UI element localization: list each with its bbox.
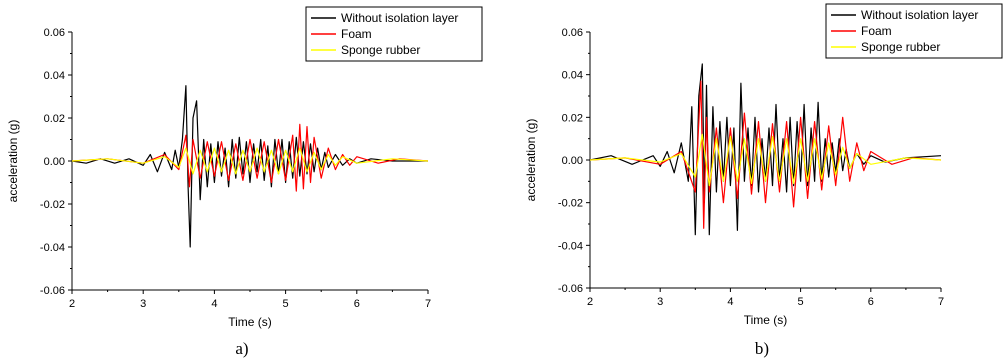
y-tick-label: 0.02 <box>44 113 65 125</box>
y-axis-label: acceleration (g) <box>6 120 20 203</box>
y-tick-label: -0.04 <box>40 242 65 254</box>
panel-caption: a) <box>235 339 248 358</box>
x-tick-label: 6 <box>868 296 874 308</box>
panel-caption: b) <box>755 339 769 358</box>
chart-panel-b: -0.06 -0.04 -0.02 0.00 0.02 0.04 0.06 2 3 4 5 6 7 Tim… <box>524 3 1003 358</box>
x-tick-label: 5 <box>283 298 289 310</box>
y-tick-label: -0.02 <box>558 198 583 210</box>
y-tick-label: -0.06 <box>40 285 65 297</box>
x-tick-label: 2 <box>69 298 75 310</box>
x-tick-label: 5 <box>798 296 804 308</box>
y-tick-label: 0.00 <box>44 156 65 168</box>
legend: Without isolation layer Foam Sponge rubber <box>305 6 483 62</box>
series-line-sponge-rubber <box>589 133 942 187</box>
x-tick-label: 7 <box>425 298 431 310</box>
x-tick-label: 3 <box>657 296 663 308</box>
x-tick-label: 6 <box>354 298 360 310</box>
legend-label-foam: Foam <box>341 27 372 41</box>
legend-label-without-isolation-layer: Without isolation layer <box>341 11 458 25</box>
series-line-foam <box>71 123 429 192</box>
y-tick-label: 0.00 <box>562 155 583 167</box>
x-tick-label: 7 <box>938 296 944 308</box>
y-axis-label: acceleration (g) <box>524 119 538 202</box>
legend-label-without-isolation-layer: Without isolation layer <box>861 8 978 22</box>
x-axis-label: Time (s) <box>744 313 788 327</box>
x-axis-label: Time (s) <box>228 315 272 329</box>
y-tick-label: -0.02 <box>40 199 65 211</box>
x-tick-label: 4 <box>727 296 733 308</box>
y-tick-label: 0.06 <box>44 27 65 39</box>
legend-label-foam: Foam <box>861 24 892 38</box>
series-line-without-isolation-layer <box>589 63 942 236</box>
series-line-foam <box>589 80 942 229</box>
y-tick-label: 0.04 <box>44 70 65 82</box>
series-line-sponge-rubber <box>71 147 429 175</box>
x-tick-label: 4 <box>211 298 217 310</box>
legend-label-sponge-rubber: Sponge rubber <box>341 43 420 57</box>
y-tick-label: -0.04 <box>558 240 583 252</box>
y-tick-label: 0.04 <box>562 70 583 82</box>
series-line-without-isolation-layer <box>71 85 428 248</box>
legend: Without isolation layer Foam Sponge rubber <box>825 3 1003 59</box>
y-tick-label: -0.06 <box>558 283 583 295</box>
y-tick-label: 0.06 <box>562 27 583 39</box>
legend-label-sponge-rubber: Sponge rubber <box>861 40 940 54</box>
x-tick-label: 3 <box>140 298 146 310</box>
chart-panel-a: -0.06 -0.04 -0.02 0.00 0.02 0.04 0.06 2 3 4 5 6 7 Tim… <box>6 6 483 358</box>
y-tick-label: 0.02 <box>562 112 583 124</box>
x-tick-label: 2 <box>587 296 593 308</box>
